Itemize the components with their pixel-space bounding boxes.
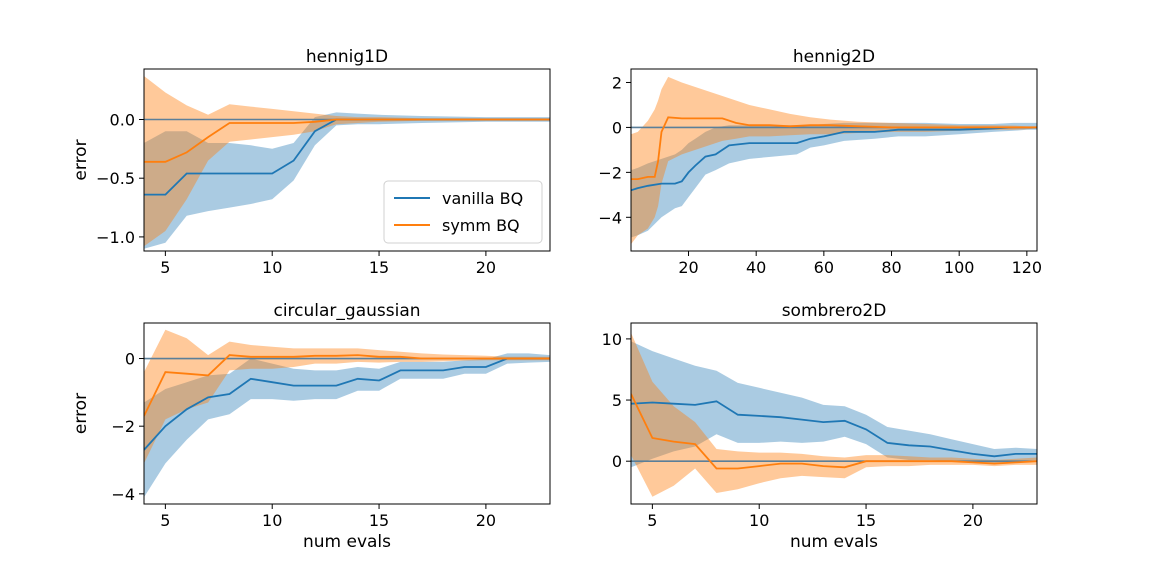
x-tick-label: 80	[881, 258, 901, 277]
x-tick-label: 100	[944, 258, 975, 277]
legend: vanilla BQ symm BQ	[383, 180, 543, 244]
y-axis-label: error	[71, 139, 91, 180]
x-tick-label: 15	[369, 258, 389, 277]
band-symm	[631, 76, 1037, 245]
panel-title: hennig2D	[793, 47, 875, 67]
x-tick-label: 20	[476, 258, 496, 277]
x-tick-label: 60	[814, 258, 834, 277]
mean-line-symm	[144, 354, 550, 417]
panel-title: circular_gaussian	[273, 301, 420, 321]
band-symm	[144, 329, 550, 464]
band-symm	[631, 332, 1037, 497]
plot-area	[631, 76, 1037, 245]
x-tick-label: 15	[369, 511, 389, 530]
band-vanilla	[144, 353, 550, 498]
panel-title: hennig1D	[306, 47, 388, 67]
x-tick-label: 10	[262, 511, 282, 530]
y-tick-label: −4	[598, 208, 622, 227]
x-tick-label: 5	[160, 258, 170, 277]
legend-label-vanilla: vanilla BQ	[442, 189, 523, 208]
y-tick-label: −0.5	[96, 169, 135, 188]
legend-label-symm: symm BQ	[442, 216, 520, 235]
x-tick-label: 40	[746, 258, 766, 277]
plot-area	[631, 332, 1037, 497]
y-tick-label: 0.0	[110, 110, 135, 129]
y-tick-label: −4	[111, 485, 135, 504]
x-tick-label: 20	[476, 511, 496, 530]
y-tick-label: 5	[612, 391, 622, 410]
y-tick-label: 10	[602, 330, 622, 349]
band-symm	[144, 76, 550, 247]
x-tick-label: 20	[678, 258, 698, 277]
panel-hennig2D: 20 40 60 80 100 120 −4 −2 0 2 hennig2D	[598, 47, 1042, 277]
mean-line-vanilla	[144, 357, 550, 451]
x-tick-label: 5	[647, 511, 657, 530]
mean-line-symm	[144, 118, 550, 163]
axes-frame	[630, 68, 1038, 252]
x-tick-label: 120	[1012, 258, 1043, 277]
band-vanilla	[631, 122, 1037, 238]
x-tick-label: 15	[856, 511, 876, 530]
y-tick-label: −2	[111, 417, 135, 436]
y-axis-label: error	[71, 393, 91, 434]
x-tick-label: 5	[160, 511, 170, 530]
axes-frame	[630, 322, 1038, 505]
y-tick-label: −2	[598, 163, 622, 182]
legend-frame	[383, 180, 543, 244]
mean-line-vanilla	[631, 126, 1037, 192]
x-tick-label: 10	[262, 258, 282, 277]
mean-line-symm	[631, 116, 1037, 181]
plot-area	[144, 329, 550, 498]
y-tick-label: 0	[612, 452, 622, 471]
y-tick-label: 2	[612, 73, 622, 92]
x-tick-label: 10	[749, 511, 769, 530]
axes-frame	[143, 322, 551, 505]
axes-frame	[143, 68, 551, 252]
panel-hennig1D: 5 10 15 20 −1.0 −0.5 0.0 hennig1D error	[71, 47, 551, 277]
x-axis-label: num evals	[790, 532, 878, 552]
band-vanilla	[631, 341, 1037, 468]
y-tick-label: 0	[612, 118, 622, 137]
panel-sombrero2D: 5 10 15 20 0 5 10 sombrero2D num evals	[602, 301, 1038, 552]
x-tick-label: 20	[963, 511, 983, 530]
mean-line-vanilla	[631, 400, 1037, 458]
panel-title: sombrero2D	[782, 301, 887, 321]
mean-line-symm	[631, 393, 1037, 470]
x-axis-label: num evals	[303, 532, 391, 552]
y-tick-label: 0	[125, 350, 135, 369]
plot-area	[144, 76, 550, 249]
y-tick-label: −1.0	[96, 228, 135, 247]
band-vanilla	[144, 112, 550, 249]
